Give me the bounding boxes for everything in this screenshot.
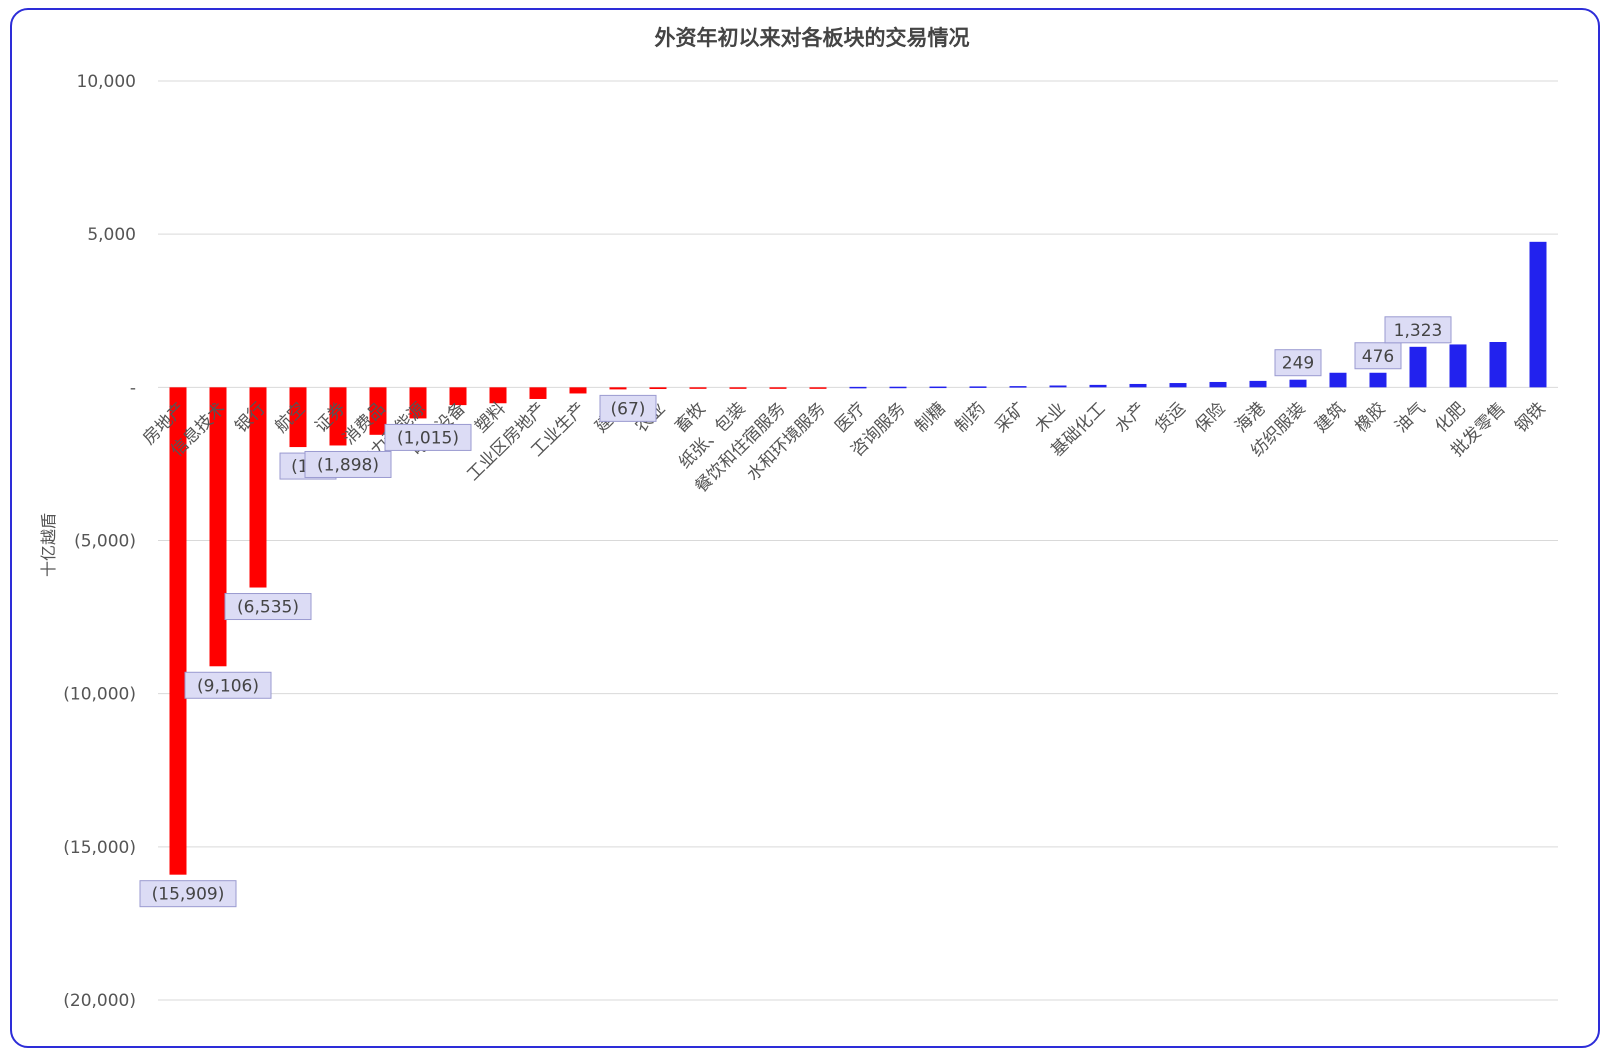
x-tick-label: 货运 [1151, 399, 1189, 437]
bar [1449, 344, 1467, 388]
bar [929, 386, 947, 389]
bar [209, 387, 227, 667]
bar [529, 387, 547, 399]
bar [729, 387, 747, 389]
y-tick-label: (20,000) [63, 991, 136, 1011]
y-tick-label: 10,000 [77, 72, 136, 92]
data-label-box [1274, 349, 1322, 377]
data-label: (67) [611, 399, 646, 419]
x-tick-label: 橡胶 [1351, 399, 1389, 437]
data-label: (15,909) [152, 885, 225, 905]
y-axis-label: 十亿越盾 [39, 513, 58, 577]
bar [169, 387, 187, 875]
y-tick-label: 5,000 [87, 225, 136, 245]
bar [849, 386, 867, 389]
bar [1249, 380, 1267, 388]
bar [1169, 383, 1187, 388]
bar [889, 386, 907, 389]
data-label-box [304, 450, 392, 478]
bar [969, 386, 987, 388]
bar-chart: 外资年初以来对各板块的交易情况 十亿越盾 10,000 5,000 - (5,000)… [39, 26, 1558, 1011]
bar [1009, 386, 1027, 388]
chart-title: 外资年初以来对各板块的交易情况 [655, 26, 970, 50]
bar [449, 387, 467, 406]
x-tick-label: 制糖 [911, 399, 949, 437]
bar [489, 387, 507, 404]
y-tick-label: - [130, 378, 136, 398]
bar [1049, 385, 1067, 388]
data-label: 1,323 [1394, 321, 1443, 341]
bar [769, 387, 787, 389]
bar [289, 387, 307, 448]
bar [369, 387, 387, 435]
bar [1529, 241, 1547, 388]
data-label: 476 [1362, 347, 1394, 367]
bar [689, 387, 707, 389]
bar [1089, 384, 1107, 388]
chart-frame [10, 8, 1600, 1048]
x-tick-label: 制药 [951, 399, 989, 437]
data-label: (1,015) [397, 428, 459, 448]
data-label-box [139, 880, 237, 908]
data-label-box [1354, 342, 1402, 370]
bar [1489, 341, 1507, 388]
bar [809, 387, 827, 389]
bar [1329, 372, 1347, 388]
data-label-box [384, 423, 472, 451]
y-tick-label: (10,000) [63, 685, 136, 705]
x-tick-label: 采矿 [991, 399, 1029, 437]
data-label-box [1384, 316, 1452, 344]
bar [569, 387, 587, 394]
bar [409, 387, 427, 419]
data-label-box [184, 671, 272, 699]
x-tick-label: 建筑 [1311, 399, 1349, 437]
bar [609, 387, 627, 390]
bar [1369, 372, 1387, 388]
bar [1209, 381, 1227, 388]
data-label: (1,898) [317, 455, 379, 475]
bar [249, 387, 267, 588]
y-tick-label: (15,000) [63, 838, 136, 858]
bar [1129, 383, 1147, 388]
data-label-box [599, 394, 657, 422]
data-label: 249 [1282, 354, 1314, 374]
x-tick-label: 油气 [1391, 399, 1429, 437]
x-tick-label: 保险 [1191, 399, 1229, 437]
bar [329, 387, 347, 446]
x-tick-label: 钢铁 [1511, 399, 1549, 437]
data-label: (6,535) [237, 598, 299, 618]
data-label-box [224, 593, 312, 621]
bar [1409, 346, 1427, 388]
bar [649, 387, 667, 390]
data-label: (9,106) [197, 676, 259, 696]
x-tick-label: 水产 [1111, 399, 1149, 437]
y-tick-label: (5,000) [74, 532, 136, 552]
bar [1289, 379, 1307, 388]
